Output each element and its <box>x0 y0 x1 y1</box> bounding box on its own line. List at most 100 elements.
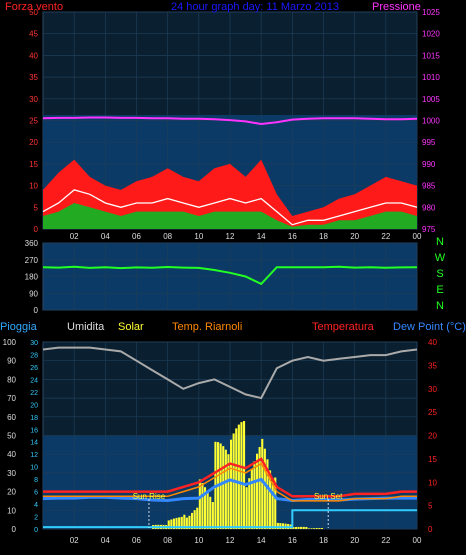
solar-bar <box>269 470 272 529</box>
pressure-line <box>42 116 418 126</box>
y-tick-label: 90 <box>29 289 38 298</box>
solar-bar <box>172 518 175 529</box>
y-tick-label: 995 <box>422 138 436 147</box>
solar-bar <box>211 502 214 529</box>
solar-bar <box>167 520 170 529</box>
y-tick-label: 25 <box>428 408 437 417</box>
y-tick-label: 975 <box>422 225 436 234</box>
y-tick-label: 70 <box>7 394 16 403</box>
y-tick-label: 10 <box>428 478 437 487</box>
x-tick-label: 18 <box>319 232 328 241</box>
solar-bar <box>320 528 323 529</box>
solar-bar <box>224 449 227 529</box>
solar-bar <box>185 517 188 529</box>
y-tick-label: 360 <box>25 239 39 248</box>
temperatura-line <box>43 457 417 498</box>
x-tick-label: 04 <box>101 232 110 241</box>
solar-bar <box>243 421 246 529</box>
y-tick-label: 30 <box>428 385 437 394</box>
y-tick-label: 10 <box>30 465 38 472</box>
solar-bar <box>294 527 297 529</box>
y-tick-label: 45 <box>29 30 38 39</box>
x-tick-label: 12 <box>226 536 235 545</box>
x-tick-label: 22 <box>381 536 390 545</box>
x-tick-label: 14 <box>257 536 266 545</box>
umidita-line <box>42 346 418 400</box>
y-tick-label: 20 <box>29 138 38 147</box>
y-tick-label: 80 <box>7 375 16 384</box>
y-tick-label: 28 <box>30 352 38 359</box>
x-tick-label: 12 <box>226 232 235 241</box>
direction-label: N <box>436 236 444 248</box>
y-tick-label: 1010 <box>422 73 440 82</box>
x-tick-label: 20 <box>350 232 359 241</box>
y-tick-label: 35 <box>29 73 38 82</box>
solar-bar <box>209 496 212 529</box>
solar-bar <box>204 487 207 529</box>
x-tick-label: 00 <box>413 232 422 241</box>
y-tick-label: 0 <box>12 525 17 534</box>
y-tick-label: 24 <box>30 377 38 384</box>
y-tick-label: 270 <box>25 256 39 265</box>
y-tick-label: 40 <box>29 51 38 60</box>
y-tick-label: 1020 <box>422 30 440 39</box>
x-tick-label: 10 <box>194 232 203 241</box>
y-tick-label: 4 <box>34 502 38 509</box>
y-tick-label: 985 <box>422 182 436 191</box>
solar-bar <box>258 447 261 529</box>
y-tick-label: 0 <box>34 527 38 534</box>
y-tick-label: 40 <box>428 338 437 347</box>
solar-bar <box>274 477 277 529</box>
y-tick-label: 20 <box>30 402 38 409</box>
y-tick-label: 35 <box>428 361 437 370</box>
solar-bar <box>276 522 279 529</box>
x-tick-label: 14 <box>257 232 266 241</box>
y-tick-label: 18 <box>30 415 38 422</box>
y-tick-label: 2 <box>34 515 38 522</box>
y-tick-label: 6 <box>34 490 38 497</box>
solar-bar <box>170 519 173 529</box>
y-tick-label: 25 <box>29 117 38 126</box>
wind-direction-line <box>42 265 418 286</box>
solar-bar <box>302 526 305 529</box>
solar-bar <box>219 443 222 529</box>
y-tick-label: 14 <box>30 440 38 447</box>
solar-bar <box>178 517 181 529</box>
solar-bar <box>188 515 191 529</box>
y-tick-label: 0 <box>34 306 39 315</box>
y-tick-label: 1015 <box>422 51 440 60</box>
solar-bar <box>253 461 256 529</box>
y-tick-label: 50 <box>29 8 38 17</box>
direction-label: S <box>436 268 443 280</box>
tempriarnoli-line <box>43 462 417 502</box>
y-tick-label: 0 <box>34 225 39 234</box>
y-tick-label: 40 <box>7 450 16 459</box>
direction-label: W <box>435 252 446 264</box>
legend-label: Umidita <box>67 321 105 333</box>
y-tick-label: 20 <box>428 432 437 441</box>
solar-bar <box>315 528 318 529</box>
sunrise-label: Sun Rise <box>133 492 166 501</box>
x-tick-label: 10 <box>194 536 203 545</box>
solar-bar <box>235 428 238 529</box>
y-tick-label: 16 <box>30 427 38 434</box>
legend-label: Temperatura <box>312 321 375 333</box>
y-tick-label: 5 <box>428 502 433 511</box>
solar-bar <box>263 448 266 529</box>
x-tick-label: 16 <box>288 232 297 241</box>
solar-bar <box>300 526 303 529</box>
legend-label: Pioggia <box>0 321 38 333</box>
x-tick-label: 04 <box>101 536 110 545</box>
solar-bar <box>307 528 310 529</box>
solar-bar <box>196 507 199 529</box>
wind-avg-area <box>43 203 417 229</box>
y-tick-label: 8 <box>34 477 38 484</box>
x-tick-label: 02 <box>70 536 79 545</box>
y-tick-label: 30 <box>7 469 16 478</box>
y-tick-label: 1025 <box>422 8 440 17</box>
x-tick-label: 16 <box>288 536 297 545</box>
chart-title: 24 hour graph day: 11 Marzo 2013 <box>171 1 339 13</box>
solar-bar <box>183 514 186 529</box>
y-tick-label: 20 <box>7 488 16 497</box>
